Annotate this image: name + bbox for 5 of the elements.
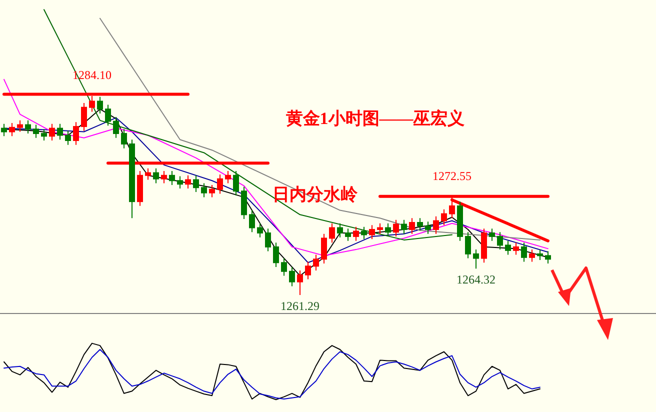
- annotation: 1272.55: [432, 168, 472, 183]
- annotation: 日内分水岭: [272, 185, 358, 204]
- annotation: 1264.32: [456, 272, 496, 287]
- annotation: 1261.29: [280, 299, 320, 313]
- text: 黄金1小时图——巫宏义: [284, 109, 464, 128]
